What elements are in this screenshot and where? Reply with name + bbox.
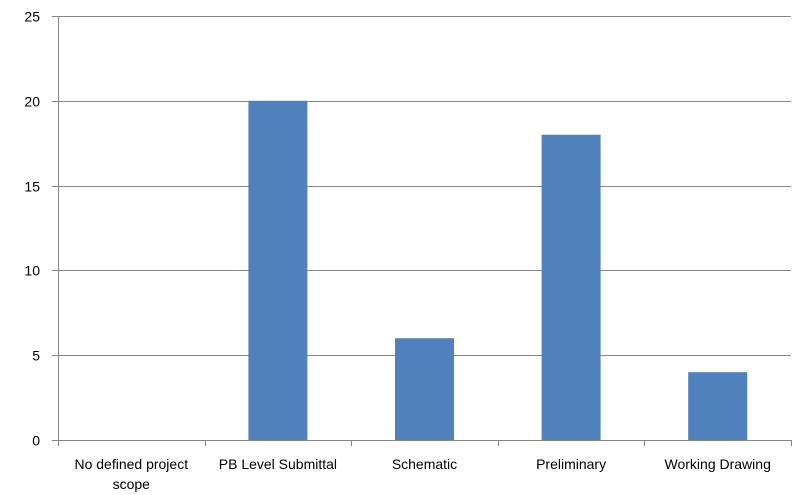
- x-tick-labels: No defined project scope PB Level Submitta…: [74, 456, 770, 492]
- y-tick-label: 15: [24, 179, 40, 195]
- x-tick-label: Schematic: [392, 456, 457, 472]
- x-tick-label-line: Schematic: [392, 456, 457, 472]
- x-tick-label-line: No defined project: [74, 456, 188, 472]
- y-tick-label: 10: [24, 263, 40, 279]
- x-tick-label-line: Working Drawing: [665, 456, 771, 472]
- y-tick-labels: 0 5 10 15 20 25: [24, 9, 40, 449]
- x-tick-label: Working Drawing: [665, 456, 771, 472]
- gridlines: [58, 16, 791, 356]
- x-tick-label-line: Preliminary: [536, 456, 606, 472]
- x-tick-label: No defined project scope: [74, 456, 188, 492]
- y-tick-label: 0: [32, 433, 40, 449]
- bar-1: [248, 100, 308, 441]
- bar-3: [541, 134, 601, 440]
- y-tick-label: 25: [24, 9, 40, 25]
- x-tick-label-line: scope: [113, 476, 151, 492]
- bars: [248, 100, 748, 441]
- x-tick-label: Preliminary: [536, 456, 606, 472]
- x-tick-label-line: PB Level Submittal: [219, 456, 337, 472]
- x-tick-label: PB Level Submittal: [219, 456, 337, 472]
- bar-2: [395, 338, 454, 440]
- axes: [52, 16, 792, 446]
- y-tick-label: 20: [24, 94, 40, 110]
- y-tick-label: 5: [32, 348, 40, 364]
- bar-4: [688, 372, 748, 440]
